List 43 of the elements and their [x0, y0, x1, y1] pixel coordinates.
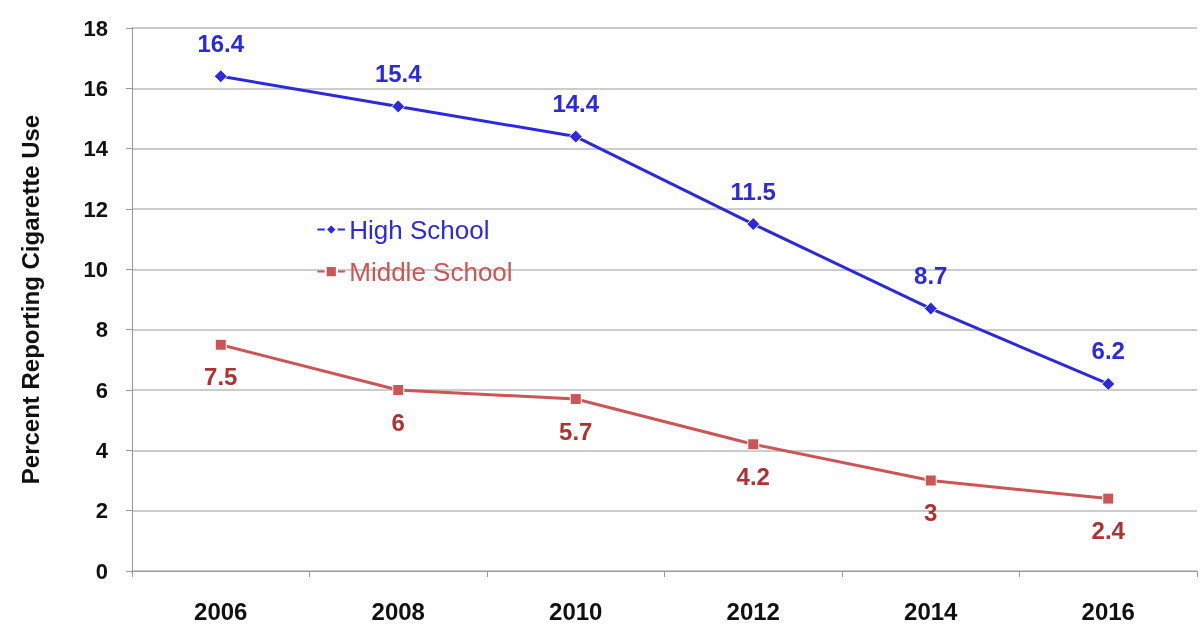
y-tick-label: 18: [83, 15, 108, 41]
y-tick-label: 14: [83, 136, 109, 162]
point: [568, 129, 583, 144]
data-label: 6: [391, 408, 405, 436]
y-tick-label: 16: [83, 75, 108, 101]
x-tick-label: 2008: [371, 597, 425, 625]
y-tick-label: 8: [95, 317, 108, 343]
y-tick-label: 0: [95, 558, 108, 584]
x-tick-label: 2006: [194, 597, 248, 625]
y-tick-label: 2: [95, 498, 108, 524]
data-label: 7.5: [204, 363, 238, 391]
y-tick-label: 4: [95, 437, 109, 463]
point: [214, 338, 227, 351]
data-label: 11.5: [730, 177, 776, 205]
data-label: 14.4: [552, 90, 600, 118]
data-label: 2.4: [1091, 517, 1126, 545]
point: [392, 384, 405, 396]
data-label: 4.2: [736, 462, 770, 490]
point: [923, 301, 938, 316]
data-label: 15.4: [374, 59, 423, 87]
point: [1102, 492, 1115, 505]
data-label: 16.4: [197, 29, 245, 57]
point: [1101, 376, 1116, 391]
point: [391, 99, 406, 114]
point: [213, 69, 228, 84]
x-tick-label: 2016: [1081, 597, 1135, 625]
point: [746, 217, 761, 232]
y-tick-label: 6: [95, 377, 108, 403]
point: [924, 474, 937, 487]
data-label: 5.7: [559, 417, 593, 445]
legend-label: High School: [349, 214, 490, 245]
legend-label: Middle School: [349, 256, 513, 287]
y-tick-label: 12: [83, 196, 108, 222]
x-tick-label: 2014: [904, 597, 959, 625]
point: [569, 393, 582, 406]
data-label: 8.7: [914, 262, 948, 290]
x-tick-label: 2012: [726, 597, 780, 625]
y-axis-title: Percent Reporting Cigarette Use: [16, 114, 44, 485]
x-tick-label: 2010: [549, 597, 603, 625]
data-label: 6.2: [1091, 337, 1125, 365]
point: [747, 438, 760, 451]
y-tick-label: 10: [83, 256, 108, 282]
data-label: 3: [924, 499, 938, 526]
